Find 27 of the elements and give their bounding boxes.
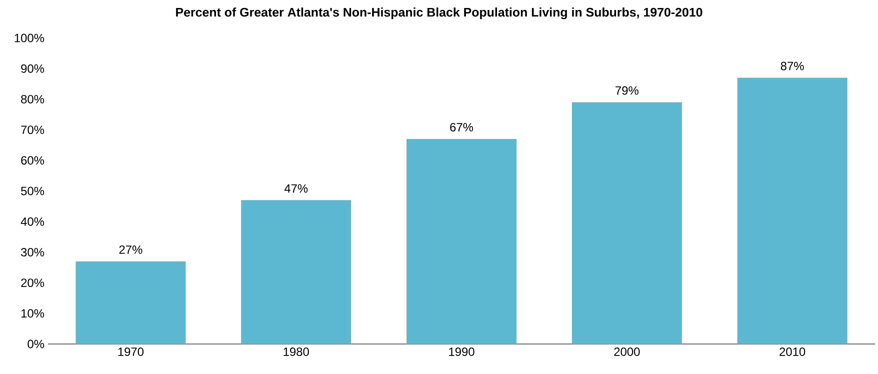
y-tick-label: 20% [21,278,44,288]
data-label: 87% [780,62,804,70]
y-tick-label: 40% [20,217,44,226]
bar [572,102,682,344]
y-tick-label: 0% [28,340,44,348]
bar [241,200,352,344]
data-label: 47% [284,184,308,193]
y-tick-label: 10% [21,309,44,318]
x-tick-label: 2000 [614,348,640,356]
data-label: 67% [450,122,474,132]
y-tick-label: 70% [21,126,44,134]
y-tick-label: 60% [21,156,44,165]
x-tick-label: 2010 [780,348,806,356]
y-tick-label: 50% [21,186,44,196]
bar [737,78,848,344]
bar [406,138,517,344]
y-tick-label: 80% [21,94,44,104]
x-tick-label: 1980 [284,348,309,356]
chart-title: Percent of Greater Atlanta's Non-Hispanic Black Population Living in Suburbs, 1970-2010 [176,8,702,20]
bar [76,261,186,344]
x-tick-label: 1990 [449,348,474,356]
y-tick-label: 100% [14,34,44,42]
x-tick-label: 1970 [118,348,144,356]
y-tick-label: 30% [21,248,44,256]
data-label: 79% [616,86,638,95]
data-label: 27% [119,245,142,254]
y-tick-label: 90% [21,64,44,73]
